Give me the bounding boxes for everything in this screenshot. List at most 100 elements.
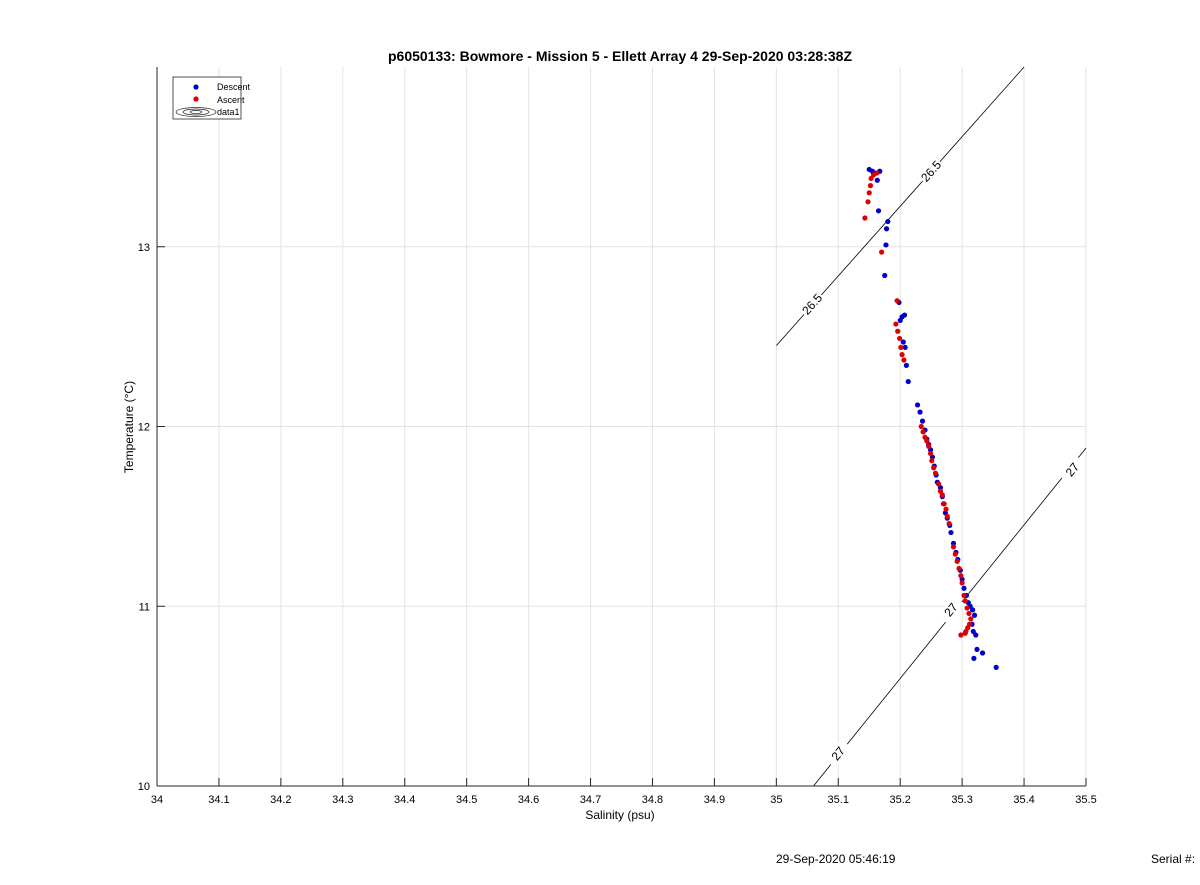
descent-point [974,646,980,652]
ascent-point [898,344,904,351]
descent-point [882,272,888,279]
ascent-point [866,190,872,196]
contour-label-bg [1058,455,1086,485]
ascent-point [901,357,907,363]
legend-ascent-marker [193,96,199,102]
chart-title: p6050133: Bowmore - Mission 5 - Ellett A… [388,48,852,64]
descent-point [914,402,921,408]
ascent-point [952,551,958,557]
x-tick-label: 34.8 [642,794,663,806]
descent-point [917,409,923,415]
descent-point [900,339,906,345]
legend-box [172,76,242,120]
x-tick-label: 35.4 [1013,794,1034,806]
ascent-point [958,632,964,638]
y-axis-ticks: 10 11 12 13 [138,242,165,793]
ascent-point [896,335,903,342]
ascent-point [946,520,952,527]
descent-point [950,540,957,546]
descent-point [948,529,954,536]
ascent-point [895,328,901,334]
y-tick-label: 12 [138,422,150,434]
legend-ascent-label: Ascent [217,95,245,105]
x-tick-label: 34.9 [704,794,725,806]
contour-label-bg [798,289,827,319]
descent-point [875,208,882,214]
descent-point [993,664,999,670]
x-tick-label: 34.1 [208,794,229,806]
descent-point [902,344,908,351]
y-axis-label: Temperature (°C) [122,381,136,473]
ascent-point [964,605,970,611]
descent-point [961,585,967,591]
footer-serial: Serial #: [1151,852,1196,866]
ascent-point [926,443,932,449]
descent-point [905,378,911,385]
y-tick-label: 11 [139,601,150,613]
descent-point [971,612,978,618]
ascent-point [941,501,947,507]
descent-point [883,226,890,232]
ascent-point [918,423,924,430]
descent-point [973,632,979,638]
ascent-point [862,215,868,221]
ascent-point [879,249,885,255]
contour-label-bg [917,156,946,186]
ascent-point [929,458,935,464]
ascent-point [893,321,899,327]
legend-data1-label: data1 [217,107,240,117]
ascent-point [956,565,962,572]
series-ascent [862,170,974,638]
y-tick-label: 10 [138,781,150,793]
descent-point [897,317,903,324]
ascent-point [958,573,964,579]
x-axis-ticks: 34 34.1 34.2 34.3 34.4 34.5 34.6 34.7 34.8 34.9 35… [151,778,1097,806]
legend: Descent Ascent data1 [172,76,251,120]
x-tick-label: 35.1 [828,794,849,806]
ascent-point [894,298,900,304]
ascent-point [959,580,965,586]
ascent-point [865,199,871,205]
descent-point [874,177,880,183]
x-tick-label: 34.5 [456,794,477,806]
ascent-point [961,592,967,599]
x-axis-label: Salinity (psu) [585,808,654,822]
ascent-point [932,470,939,476]
descent-point [885,218,891,225]
ascent-point [962,630,968,636]
ascent-point [966,610,972,617]
legend-descent-marker [193,84,199,90]
ascent-point [867,183,874,189]
legend-descent-label: Descent [217,82,251,92]
x-tick-label: 35.3 [951,794,972,806]
contour-label-bg [824,739,852,769]
x-tick-label: 34.7 [580,794,601,806]
descent-point [901,312,908,318]
ascent-point [927,450,934,457]
x-tick-label: 35 [770,794,782,806]
descent-point [970,607,976,613]
descent-point [903,362,909,368]
ascent-point [950,544,957,550]
data-points [862,166,999,670]
x-tick-label: 35.5 [1075,794,1096,806]
x-tick-label: 34.6 [518,794,539,806]
x-tick-label: 34.3 [332,794,353,806]
x-tick-label: 34.2 [270,794,291,806]
contour-label-bg [937,595,965,625]
x-tick-label: 34 [151,794,163,806]
ascent-point [931,465,937,471]
ascent-point [874,170,880,176]
footer-date: 29-Sep-2020 05:46:19 [776,852,896,866]
descent-point [979,650,986,656]
ascent-point [968,616,974,622]
descent-point [883,242,889,248]
ascent-point [924,438,930,444]
ascent-point [899,352,905,358]
ascent-point [935,481,942,487]
ascent-point [943,506,949,512]
x-tick-label: 35.2 [889,794,910,806]
ascent-point [939,492,945,498]
